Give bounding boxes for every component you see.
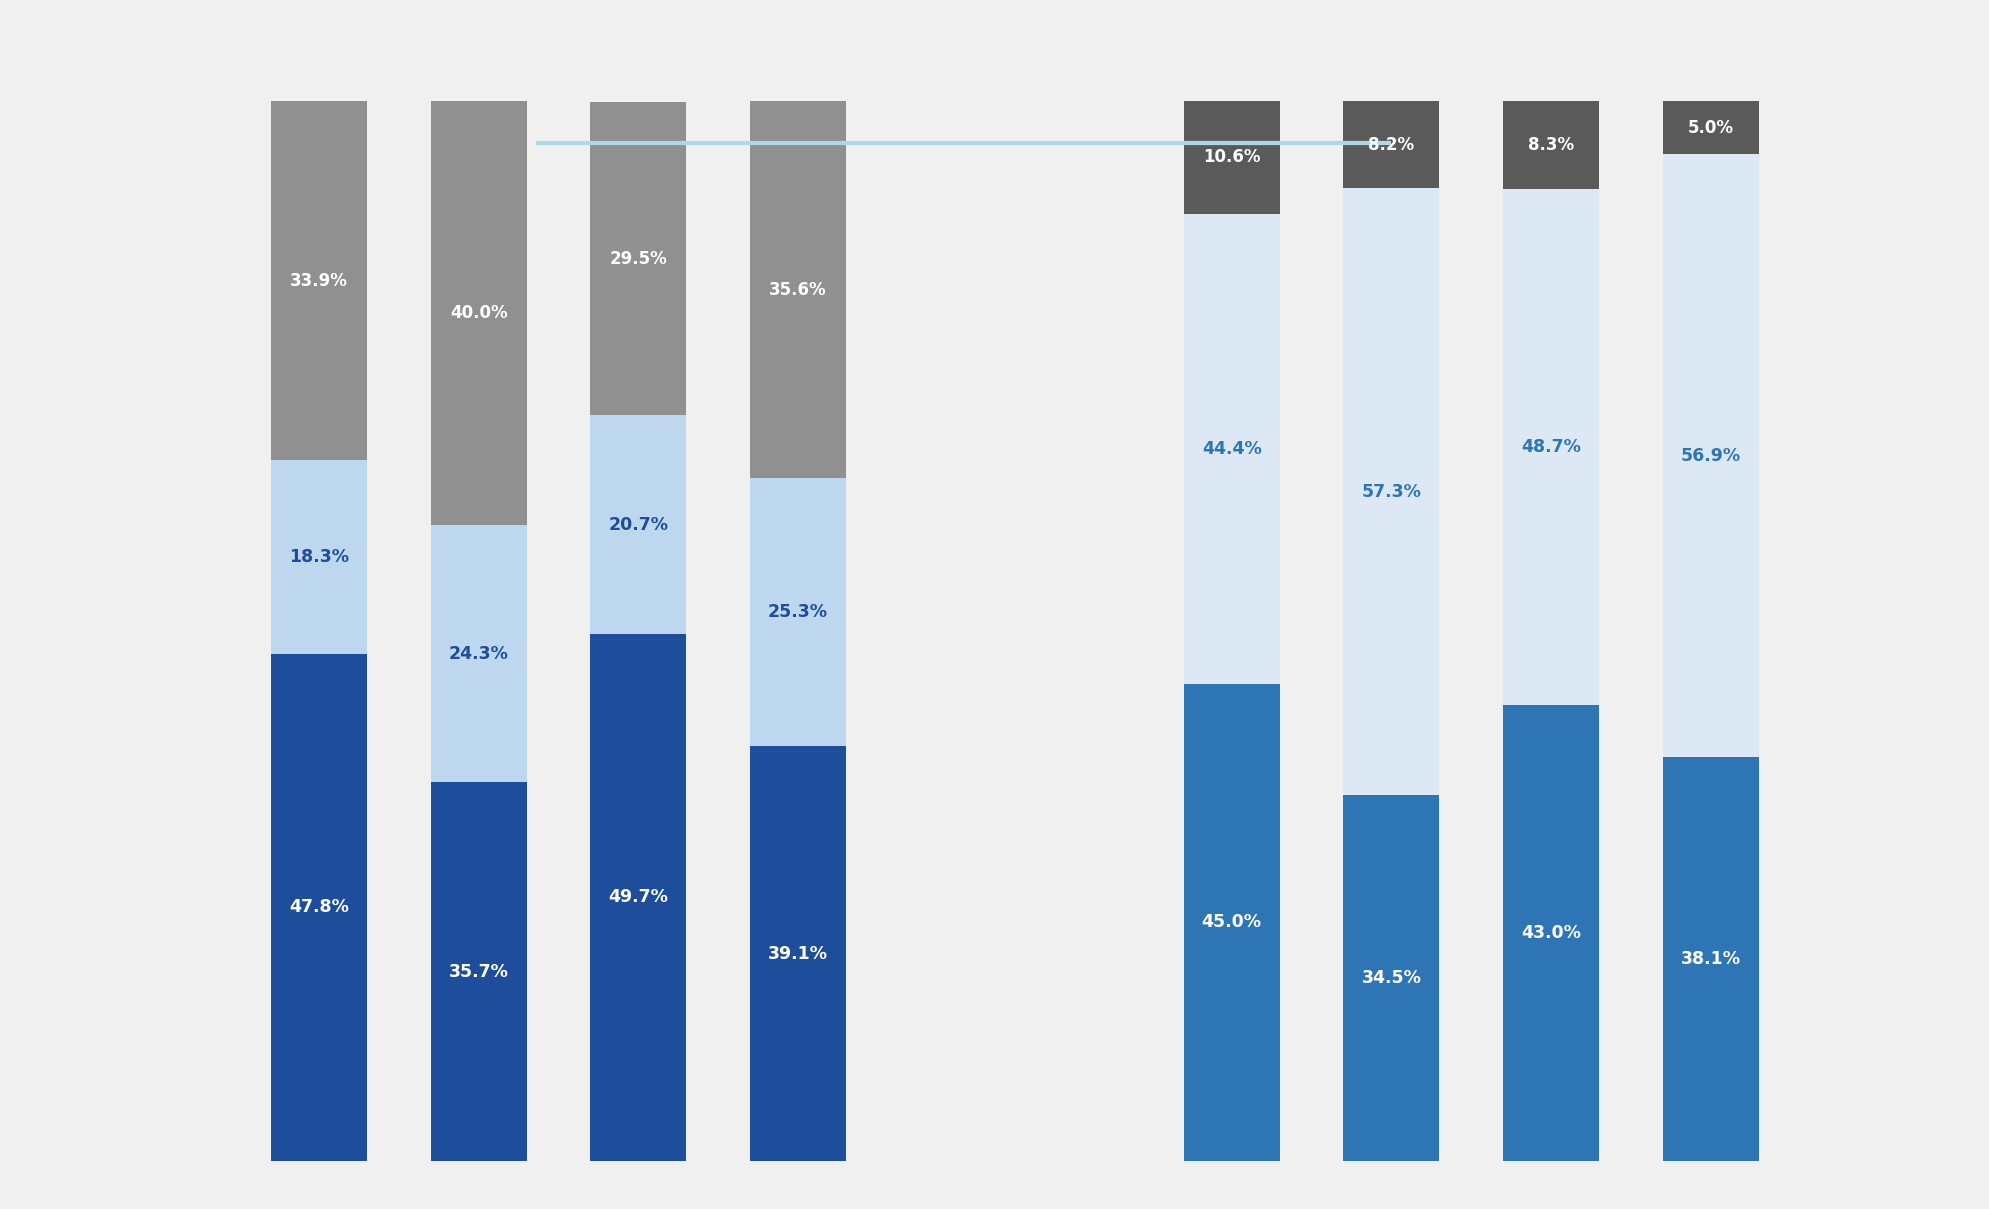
Text: 18.3%: 18.3% (288, 549, 348, 566)
Bar (750, 479, 845, 746)
Text: 57.3%: 57.3% (1360, 482, 1420, 501)
Bar (1343, 796, 1438, 1161)
Bar (1183, 214, 1279, 684)
Bar (271, 461, 366, 654)
Bar (1502, 705, 1599, 1161)
Text: 20.7%: 20.7% (609, 515, 668, 533)
Text: 29.5%: 29.5% (609, 249, 666, 267)
Text: 8.2%: 8.2% (1368, 135, 1414, 154)
Text: 49.7%: 49.7% (609, 889, 668, 907)
Text: 43.0%: 43.0% (1520, 924, 1581, 942)
Bar (430, 782, 527, 1161)
Text: 39.1%: 39.1% (768, 944, 827, 962)
Text: 56.9%: 56.9% (1681, 446, 1740, 464)
Bar (1343, 189, 1438, 796)
Text: 44.4%: 44.4% (1201, 440, 1261, 458)
Text: 24.3%: 24.3% (448, 644, 509, 663)
Bar (591, 415, 686, 635)
Bar (1343, 102, 1438, 189)
Text: 34.5%: 34.5% (1360, 968, 1420, 987)
Text: 40.0%: 40.0% (450, 305, 507, 322)
Bar (430, 102, 527, 525)
Text: 5.0%: 5.0% (1687, 118, 1732, 137)
Bar (1502, 102, 1599, 190)
Bar (591, 635, 686, 1161)
Text: 45.0%: 45.0% (1201, 913, 1261, 931)
Bar (1663, 102, 1758, 155)
Text: 35.6%: 35.6% (770, 280, 827, 299)
Bar (1183, 684, 1279, 1161)
Bar (1183, 102, 1279, 214)
Bar (750, 102, 845, 479)
Bar (1663, 155, 1758, 757)
Bar (591, 103, 686, 415)
Text: 10.6%: 10.6% (1201, 149, 1259, 167)
Bar (750, 746, 845, 1161)
Bar (271, 654, 366, 1161)
Bar (1663, 757, 1758, 1161)
Bar (1502, 190, 1599, 705)
Text: 35.7%: 35.7% (448, 962, 509, 980)
Text: 33.9%: 33.9% (290, 272, 348, 290)
Text: 8.3%: 8.3% (1528, 137, 1573, 155)
Text: 38.1%: 38.1% (1681, 950, 1740, 968)
Bar (271, 102, 366, 461)
Text: 48.7%: 48.7% (1520, 438, 1581, 456)
Text: 47.8%: 47.8% (288, 898, 348, 916)
Bar (430, 525, 527, 782)
Text: 25.3%: 25.3% (768, 603, 827, 621)
